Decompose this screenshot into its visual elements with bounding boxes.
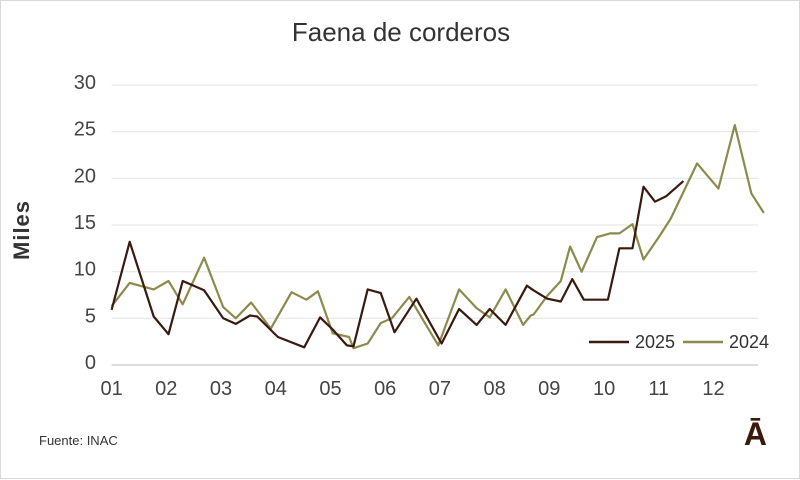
svg-text:07: 07	[429, 378, 451, 400]
svg-text:10: 10	[74, 259, 96, 281]
svg-text:02: 02	[155, 378, 177, 400]
svg-text:12: 12	[702, 378, 724, 400]
svg-text:03: 03	[210, 378, 232, 400]
svg-text:08: 08	[483, 378, 505, 400]
svg-text:04: 04	[265, 378, 287, 400]
svg-text:01: 01	[100, 378, 122, 400]
svg-text:30: 30	[74, 72, 96, 94]
svg-text:25: 25	[74, 119, 96, 141]
svg-text:10: 10	[593, 378, 615, 400]
svg-text:06: 06	[374, 378, 396, 400]
svg-text:0: 0	[85, 352, 96, 374]
svg-text:11: 11	[648, 378, 669, 400]
svg-text:05: 05	[319, 378, 341, 400]
svg-text:2025: 2025	[635, 332, 675, 352]
svg-text:09: 09	[538, 378, 560, 400]
svg-text:5: 5	[85, 305, 96, 327]
svg-text:2024: 2024	[729, 332, 769, 352]
svg-text:15: 15	[74, 212, 96, 234]
svg-text:20: 20	[74, 165, 96, 187]
